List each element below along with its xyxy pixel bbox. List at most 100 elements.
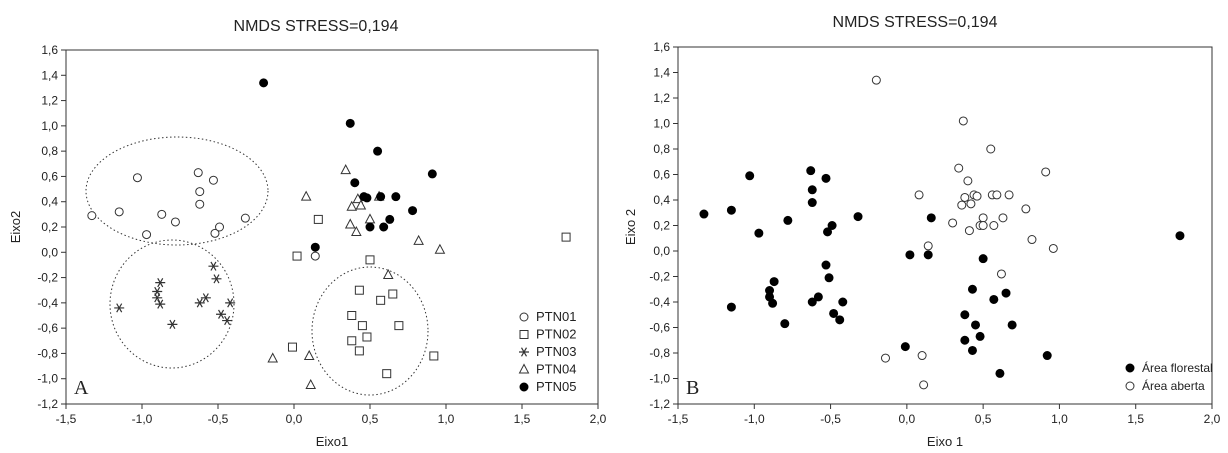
panel-b-legend: Área florestal Área aberta: [1125, 360, 1213, 393]
point-ptn04: [355, 199, 367, 210]
point-ptn05: [379, 222, 389, 232]
panel-b-letter: B: [686, 377, 699, 399]
point-area-aberta: [871, 75, 881, 85]
point-ptn03: [155, 278, 166, 288]
x-tick-label: 1,0: [438, 412, 455, 426]
point-area-florestal: [1042, 351, 1052, 361]
point-ptn02: [429, 351, 439, 361]
x-tick-label: 1,0: [1051, 412, 1068, 426]
x-tick-label: -0,5: [820, 412, 841, 426]
panel-a-plot-frame: [65, 49, 599, 405]
point-ptn04: [305, 378, 317, 390]
point-ptn02: [394, 321, 404, 331]
point-area-florestal: [1175, 231, 1185, 241]
point-area-aberta: [958, 116, 968, 126]
point-area-aberta: [914, 190, 924, 200]
point-ptn03: [225, 298, 236, 308]
point-ptn01: [195, 199, 205, 209]
point-ptn01: [132, 173, 142, 183]
point-ptn03: [155, 299, 166, 309]
panel-a-x-axis-label: Eixo1: [316, 434, 349, 449]
x-tick-label: 0,5: [362, 412, 379, 426]
legend-label-area-florestal: Área florestal: [1142, 360, 1213, 375]
point-area-aberta: [992, 190, 1002, 200]
x-tick-label: -1,0: [132, 412, 153, 426]
point-area-florestal: [960, 310, 970, 320]
point-area-florestal: [960, 335, 970, 345]
point-ptn05: [345, 118, 355, 128]
point-area-aberta: [923, 241, 933, 251]
point-ptn03: [216, 309, 227, 319]
panel-a-chart: NMDS STRESS=0,194 -1,5 -1,0 -0,5 0,0 0,5 1,0 1…: [8, 18, 607, 449]
point-ptn02: [354, 346, 364, 356]
legend-marker-ptn03: [519, 347, 529, 357]
panel-a-y-axis-label: Eixo2: [8, 211, 23, 244]
legend-label-ptn04: PTN04: [536, 362, 576, 377]
point-ptn03: [200, 293, 211, 303]
point-area-florestal: [978, 254, 988, 264]
point-ptn03: [114, 303, 125, 313]
point-ptn01: [240, 213, 250, 223]
y-tick-label: -0,4: [649, 295, 670, 309]
point-ptn02: [292, 251, 302, 261]
y-tick-label: 1,2: [41, 94, 58, 108]
point-ptn02: [354, 285, 364, 295]
point-area-florestal: [995, 368, 1005, 378]
y-tick-label: -0,6: [37, 321, 58, 335]
point-area-aberta: [972, 191, 982, 201]
point-area-aberta: [964, 226, 974, 236]
point-ptn03: [211, 274, 222, 284]
point-area-aberta: [917, 351, 927, 361]
legend-label-area-aberta: Área aberta: [1142, 378, 1205, 393]
point-area-florestal: [1001, 288, 1011, 298]
point-ptn02: [561, 232, 571, 242]
x-tick-label: 2,0: [590, 412, 607, 426]
legend-marker-ptn02: [519, 330, 529, 339]
y-tick-label: -0,8: [649, 346, 670, 360]
panel-a-y-axis: 1,6 1,4 1,2 1,0 0,8 0,6 0,4 0,2 0,0 -0,2 -0,4 -0,6 -…: [37, 43, 66, 411]
point-ptn05: [365, 222, 375, 232]
panel-a-letter: A: [74, 377, 89, 399]
point-ptn04: [413, 234, 424, 245]
x-tick-label: -1,0: [744, 412, 765, 426]
y-tick-label: -0,2: [649, 270, 670, 284]
y-tick-label: 1,4: [41, 68, 58, 82]
point-area-aberta: [960, 192, 970, 202]
point-area-florestal: [838, 297, 848, 307]
x-tick-label: 1,5: [514, 412, 531, 426]
point-ptn04: [300, 190, 312, 201]
panel-a-x-axis: -1,5 -1,0 -0,5 0,0 0,5 1,0 1,5 2,0: [56, 404, 607, 426]
point-ptn01: [195, 187, 205, 197]
point-area-florestal: [769, 277, 779, 287]
y-tick-label: -0,6: [649, 321, 670, 335]
point-area-florestal: [783, 215, 793, 225]
x-tick-label: 0,0: [899, 412, 916, 426]
point-ptn02: [313, 214, 323, 224]
point-area-aberta: [1021, 204, 1031, 214]
x-tick-label: 0,5: [975, 412, 992, 426]
point-ptn02: [287, 342, 297, 352]
y-tick-label: -1,2: [649, 397, 670, 411]
point-area-florestal: [768, 298, 778, 308]
panel-b-y-axis-label: Eixo 2: [623, 209, 638, 245]
point-ptn02: [357, 321, 367, 331]
point-area-aberta: [919, 380, 929, 390]
point-ptn05: [373, 146, 383, 156]
point-ptn04: [267, 352, 279, 363]
legend-marker-ptn01: [519, 312, 529, 322]
y-tick-label: -0,4: [37, 296, 58, 310]
point-ptn01: [114, 207, 124, 217]
point-ptn03: [208, 261, 219, 271]
y-tick-label: 1,0: [41, 119, 58, 133]
point-ptn01: [310, 251, 320, 261]
y-tick-label: 1,2: [653, 91, 670, 105]
panel-a-title: NMDS STRESS=0,194: [234, 18, 399, 35]
point-area-aberta: [998, 213, 1008, 223]
point-area-aberta: [978, 213, 988, 223]
point-area-florestal: [780, 319, 790, 329]
point-area-florestal: [829, 308, 839, 318]
point-area-florestal: [726, 302, 736, 312]
point-ptn05: [427, 169, 437, 179]
point-ptn05: [391, 192, 401, 202]
point-area-florestal: [971, 320, 981, 330]
